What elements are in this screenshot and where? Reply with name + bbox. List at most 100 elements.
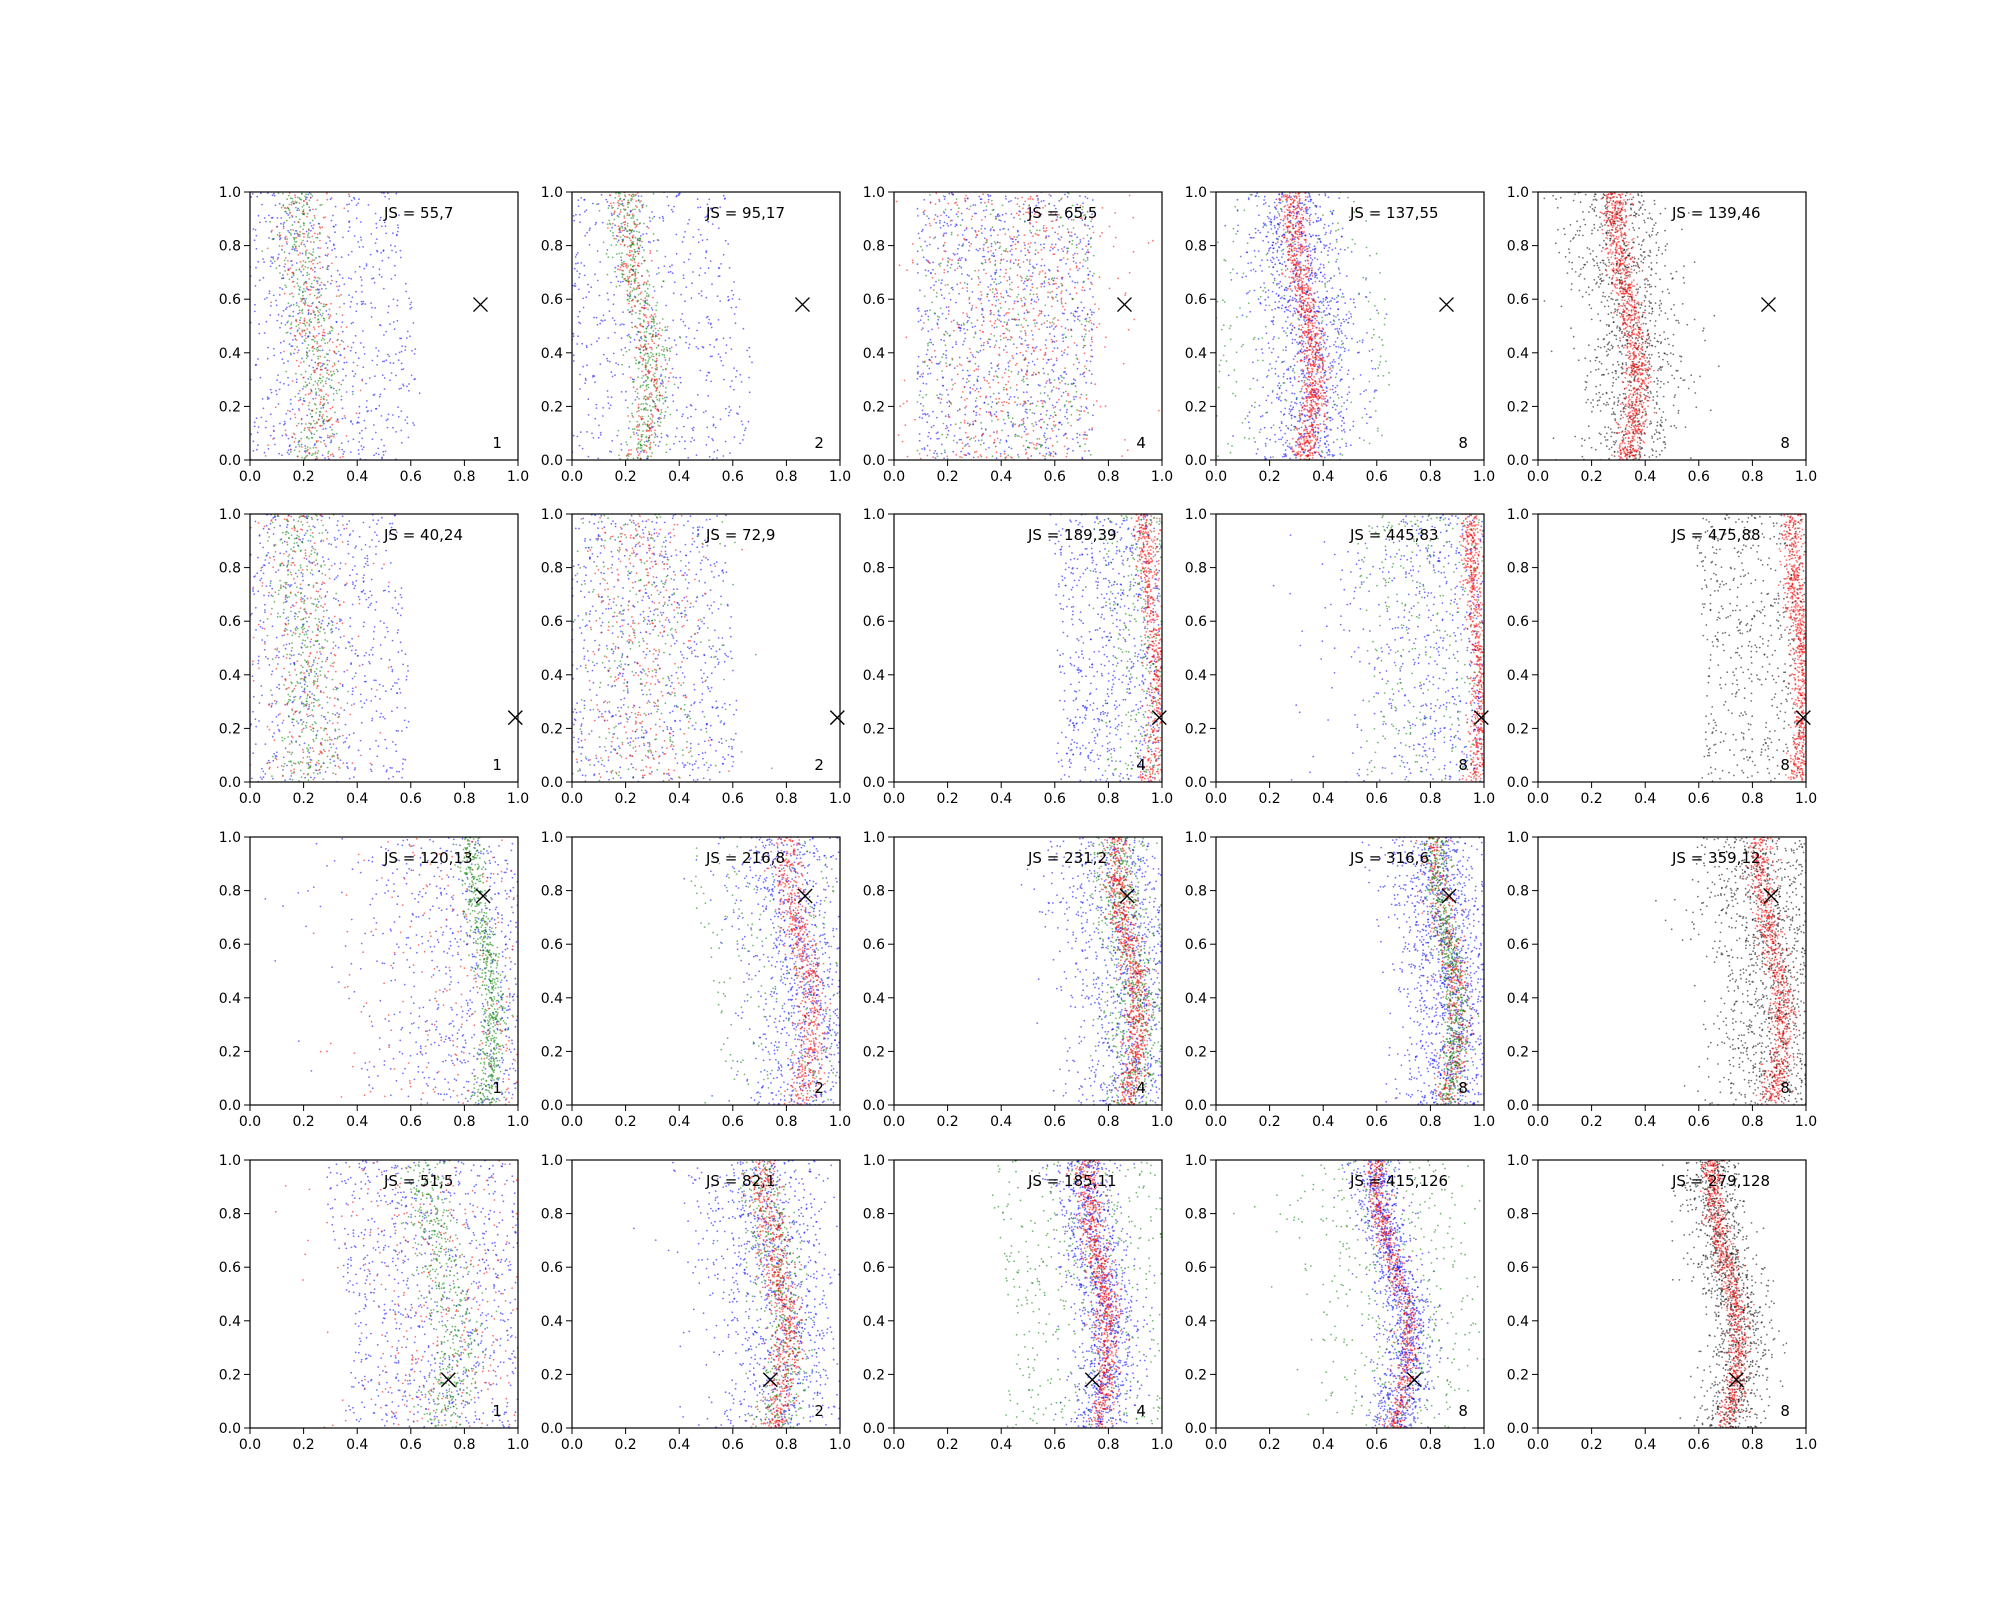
data-point [642,233,644,236]
data-point [1061,354,1064,357]
data-point [619,281,622,283]
data-point [316,340,318,343]
data-point [947,216,950,219]
data-point [252,228,255,230]
data-point [751,361,753,364]
data-point [1090,322,1093,324]
data-point [379,219,381,222]
data-point [662,402,665,405]
data-point [1029,242,1032,244]
data-point [384,225,387,228]
data-point [1037,197,1039,200]
data-point [291,436,294,438]
data-point [655,396,658,399]
data-point [690,297,693,299]
data-point [1267,296,1270,299]
data-point [304,261,307,264]
data-point [993,326,996,329]
data-point [288,216,291,219]
data-point [1089,288,1091,290]
data-point [1328,345,1331,348]
data-point [644,398,647,401]
data-point [304,451,307,454]
data-point [662,368,664,371]
data-point [320,302,322,305]
data-point [360,342,362,344]
data-point [632,428,634,430]
data-point [983,268,985,271]
data-point [1075,390,1078,393]
data-point [625,350,628,353]
data-point [941,433,944,436]
data-point [943,241,946,244]
data-point [350,420,352,422]
data-point [626,222,629,225]
data-point [987,198,990,201]
data-point [572,360,575,362]
data-point [999,335,1002,337]
data-point [929,338,932,341]
data-point [607,207,610,210]
data-point [720,263,722,265]
data-point [950,287,953,289]
data-point [332,393,335,395]
data-point [1014,364,1017,366]
data-point [1047,291,1049,294]
data-point [386,426,389,429]
data-point [988,446,990,449]
data-point [968,296,971,299]
data-point [655,364,658,367]
data-point [295,381,298,384]
data-point [632,253,635,256]
data-point [1045,229,1048,232]
data-point [977,368,980,371]
data-point [742,434,745,436]
data-point [940,282,943,284]
subplot-r0-c2: 0.0 0.2 0.4 0.6 0.8 1.00.00.20.40.60.81.0JS =… [863,185,1173,485]
data-point [1057,237,1060,240]
data-point [297,233,300,236]
data-point [651,421,654,423]
data-point [379,216,382,219]
data-point [304,324,307,327]
data-point [364,427,367,430]
data-point [364,303,367,305]
data-point [1013,302,1016,305]
data-point [1030,215,1032,217]
data-point [682,274,685,277]
data-point [366,410,369,413]
data-point [295,320,298,323]
data-point [1079,204,1082,207]
data-point [673,281,676,284]
data-point [937,431,939,434]
data-point [966,283,969,286]
data-point [1065,262,1067,265]
data-point [307,266,309,269]
data-point [1001,376,1004,379]
data-point [633,264,636,267]
data-point [966,287,969,289]
data-point [963,421,966,424]
data-point [1058,199,1061,202]
data-point [1087,249,1089,251]
data-point [996,437,999,440]
data-point [257,426,260,428]
data-point [636,287,638,289]
data-point [647,383,650,386]
data-point [681,313,684,315]
data-point [413,378,416,381]
data-point [319,366,322,368]
data-point [276,258,279,261]
data-point [1062,250,1065,253]
data-point [1064,367,1066,369]
data-point [980,302,983,305]
data-point [1014,423,1017,426]
data-point [1091,427,1094,430]
data-point [266,398,269,400]
data-point [1326,314,1329,316]
data-point [287,320,289,323]
data-point [627,199,630,202]
data-point [1025,319,1027,322]
data-point [640,195,643,198]
data-point [287,214,290,216]
